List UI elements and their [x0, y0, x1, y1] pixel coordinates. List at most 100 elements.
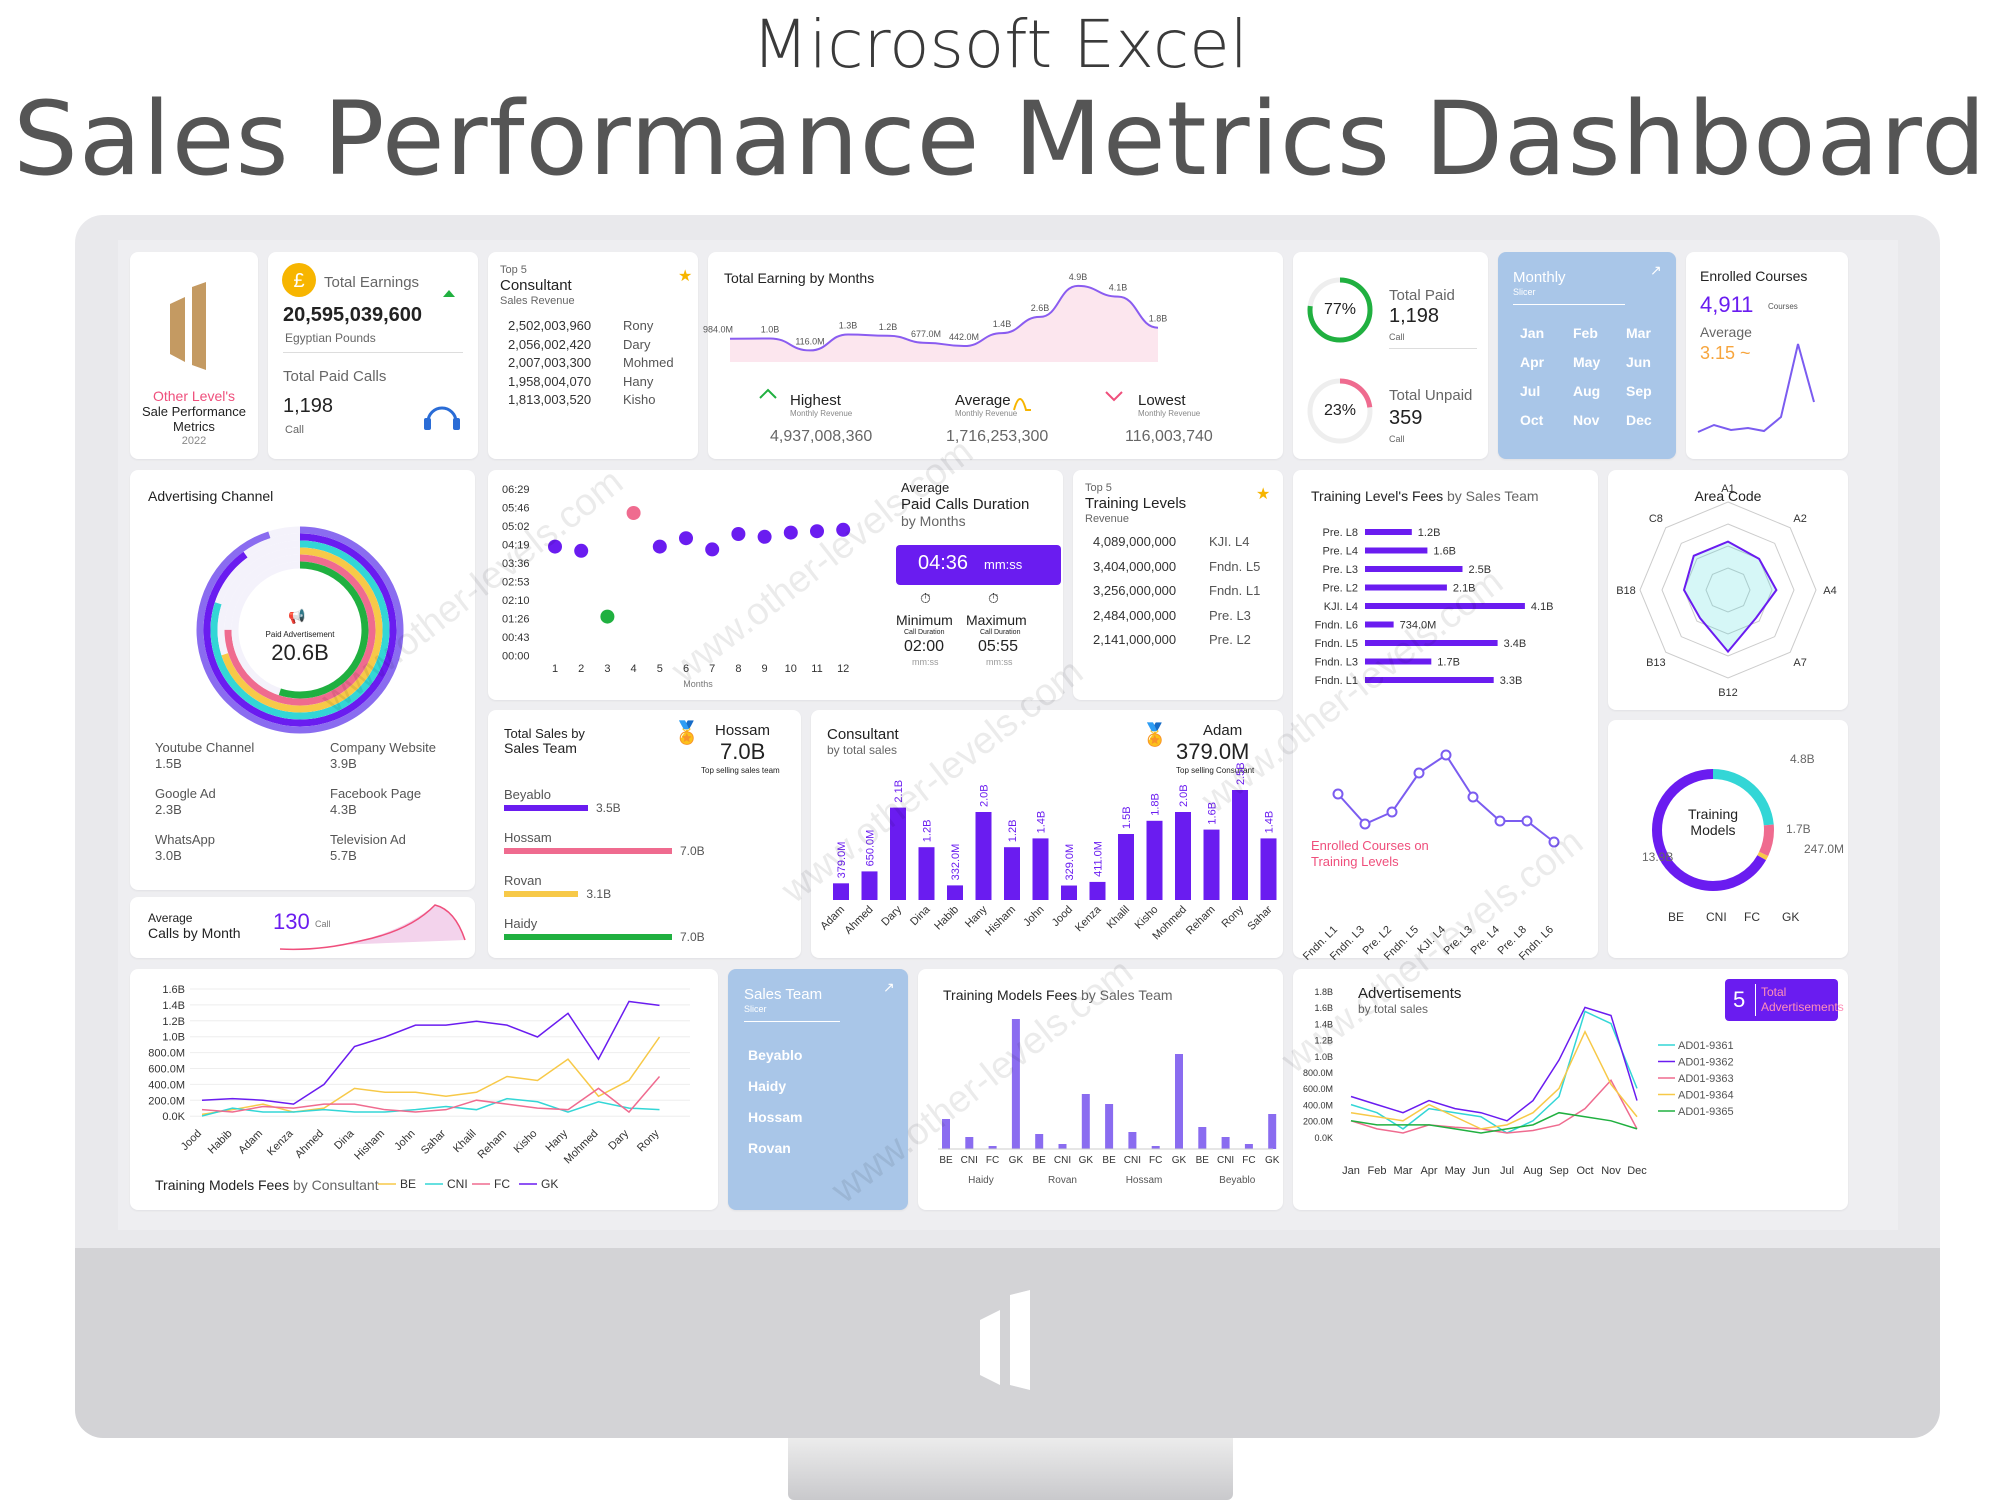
paid-ring — [1307, 277, 1373, 343]
team-slicer-item[interactable]: Haidy — [748, 1078, 787, 1094]
top-consultant-name: Dary — [623, 336, 651, 352]
consultant-x-label: Habib — [932, 904, 961, 933]
duration-x-tick: 2 — [578, 663, 584, 675]
ads-y-tick: 1.8B — [1314, 987, 1333, 997]
fees-bar — [1365, 566, 1463, 572]
star-icon: ★ — [1256, 486, 1271, 503]
earning-data-label: 1.3B — [839, 320, 858, 330]
enrolled-point — [1494, 815, 1506, 827]
enrolled-point — [1413, 767, 1425, 779]
top-training-value: 3,256,000,000 — [1093, 583, 1177, 598]
team-slicer-item[interactable]: Beyablo — [748, 1047, 803, 1063]
month-jan[interactable]: Jan — [1520, 325, 1545, 341]
top-training-value: 2,484,000,000 — [1093, 607, 1177, 623]
team-value: 3.1B — [586, 887, 612, 901]
min-value: 02:00 — [904, 638, 945, 655]
month-dec[interactable]: Dec — [1626, 412, 1652, 428]
tmc-y-tick: 1.6B — [162, 984, 185, 996]
tmt-bar — [1035, 1134, 1044, 1149]
top-training-sub: Revenue — [1085, 513, 1130, 525]
radar-grid — [1705, 567, 1751, 613]
radar-label: B12 — [1718, 687, 1738, 699]
tmodels-legend-item: GK — [1782, 910, 1800, 924]
month-jul[interactable]: Jul — [1520, 383, 1541, 399]
ads-title: Advertisements — [1358, 985, 1462, 1002]
adv-channel-value: 3.9B — [330, 756, 357, 771]
earning-data-label: 1.2B — [879, 322, 898, 332]
total-unpaid-unit: Call — [1389, 434, 1405, 444]
dashboard-screen: Other Level's Sale Performance Metrics 2… — [118, 240, 1898, 1230]
top-consultant-name: Adam — [1203, 722, 1243, 739]
month-mar[interactable]: Mar — [1626, 325, 1651, 341]
adv-channel-value: 2.3B — [155, 802, 182, 817]
consultant-bar-label: 2.0B — [979, 784, 991, 807]
average-value: 1,716,253,300 — [946, 428, 1049, 445]
tmt-cat-label: CNI — [1124, 1155, 1141, 1166]
consultant-sub: by total sales — [827, 743, 898, 757]
month-oct[interactable]: Oct — [1520, 412, 1544, 428]
divider — [1389, 348, 1477, 349]
adv-channel-name: WhatsApp — [155, 832, 215, 847]
adv-channel-name: Google Ad — [155, 786, 216, 801]
adv-ring-5 — [231, 561, 369, 699]
adv-radial-chart — [196, 526, 404, 734]
enrolled-sparkline — [1697, 343, 1815, 433]
adv-ring-4 — [224, 554, 376, 706]
team-value: 7.0B — [680, 844, 705, 858]
fees-level-name: KJI. L4 — [1324, 601, 1358, 613]
tmt-team-label: Rovan — [1048, 1175, 1077, 1186]
duration-x-tick: 10 — [785, 663, 797, 675]
month-sep[interactable]: Sep — [1626, 383, 1652, 399]
adv-ring-2 — [210, 540, 390, 720]
duration-value-box: 04:36 mm:ss — [896, 545, 1061, 585]
ads-x-label: Jan — [1342, 1165, 1360, 1177]
team-slicer-item[interactable]: Hossam — [748, 1109, 803, 1125]
tmodels-l1: 4.8B — [1790, 752, 1815, 766]
top-training-name: Fndn. L1 — [1209, 583, 1261, 598]
min-unit: mm:ss — [912, 657, 939, 667]
top-training-name: Fndn. L5 — [1209, 558, 1261, 574]
earning-line — [729, 284, 1159, 352]
top-team-sub: Top selling sales team — [701, 766, 780, 775]
tmt-bar — [1081, 1094, 1090, 1149]
month-may[interactable]: May — [1573, 354, 1601, 370]
paid-pct: 77% — [1323, 301, 1357, 318]
fees-value: 2.5B — [1469, 564, 1492, 576]
area-code-card: Area Code A1 A2 A4 A7 B12 B13 B18 C8 — [1608, 470, 1848, 710]
adv-channel-value: 5.7B — [330, 848, 357, 863]
top-team-value: 7.0B — [720, 739, 766, 764]
header-title: Sales Performance Metrics Dashboard — [13, 80, 1987, 199]
tmc-x-label: Jood — [179, 1128, 204, 1153]
fees-value: 1.2B — [1418, 527, 1441, 539]
consultant-bar — [918, 847, 935, 900]
month-nov[interactable]: Nov — [1573, 412, 1600, 428]
tmodels-segment — [1652, 769, 1774, 891]
area-radar-chart: A1 A2 A4 A7 B12 B13 B18 C8 — [1616, 483, 1837, 699]
min-label: Minimum — [896, 612, 953, 628]
month-feb[interactable]: Feb — [1573, 325, 1598, 341]
expand-icon[interactable]: ↗ — [883, 979, 895, 995]
ads-y-tick: 1.2B — [1314, 1036, 1333, 1046]
team-slicer-item[interactable]: Rovan — [748, 1140, 791, 1156]
earnings-value: 20,595,039,600 — [283, 304, 423, 326]
earning-data-label: 2.6B — [1031, 303, 1050, 313]
adv-channel-name: Youtube Channel — [155, 740, 255, 755]
fees-value: 2.1B — [1453, 583, 1476, 595]
duration-x-tick: 8 — [735, 663, 741, 675]
tmt-bar — [1198, 1127, 1207, 1149]
month-apr[interactable]: Apr — [1520, 354, 1545, 370]
tmt-cat-label: FC — [1242, 1155, 1255, 1166]
duration-x-tick: 9 — [762, 663, 768, 675]
tmc-x-label: Khalil — [451, 1128, 479, 1156]
month-jun[interactable]: Jun — [1626, 354, 1651, 370]
lowest-sub: Monthly Revenue — [1138, 409, 1201, 418]
expand-icon[interactable]: ↗ — [1650, 262, 1662, 278]
adv-channel-value: 4.3B — [330, 802, 357, 817]
medal-icon: 🏅 — [1141, 722, 1169, 747]
ads-series-line — [1350, 1006, 1638, 1122]
tmc-y-tick: 600.0M — [148, 1064, 185, 1076]
consultant-bar — [947, 885, 963, 900]
total-paid-value: 1,198 — [1389, 305, 1440, 327]
month-aug[interactable]: Aug — [1573, 383, 1601, 399]
earning-data-label: 984.0M — [703, 325, 733, 335]
